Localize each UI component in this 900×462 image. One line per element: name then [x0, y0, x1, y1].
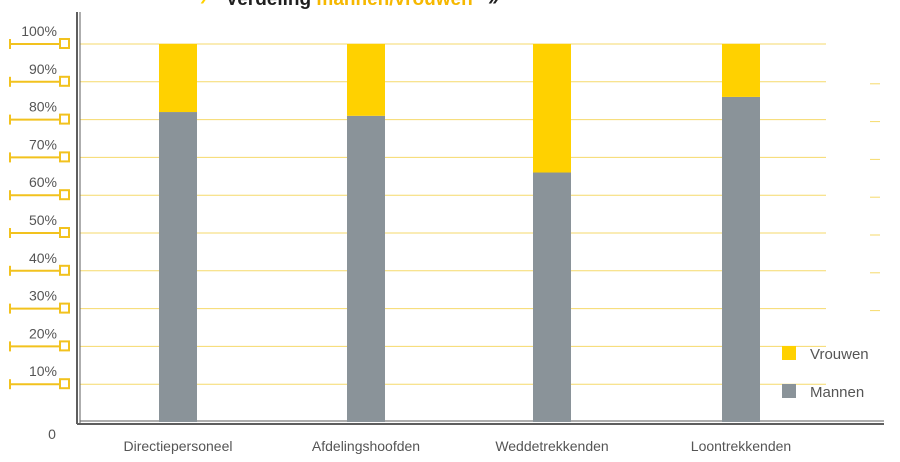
legend-label: Mannen	[810, 384, 864, 401]
bar-vrouwen	[722, 44, 760, 97]
y-tick-label: 20%	[29, 325, 57, 341]
y-tick-label: 70%	[29, 136, 57, 152]
y-tick-square	[59, 113, 70, 125]
bars	[159, 44, 760, 423]
bar-mannen	[722, 96, 760, 423]
y-tick-square	[59, 38, 70, 49]
y-tick-label: 80%	[29, 99, 57, 115]
y-tick-square	[59, 75, 70, 87]
title-highlight: mannen/vrouwen	[316, 0, 472, 10]
x-tick-label: Loontrekkenden	[691, 438, 791, 454]
y-tick-label: 10%	[29, 363, 57, 379]
y-tick-label: 100%	[21, 23, 57, 39]
bar-mannen	[347, 115, 385, 422]
y-tick-square	[59, 340, 70, 352]
y-tick-label: 50%	[29, 212, 57, 228]
y-tick-label: 0	[48, 426, 56, 442]
bar-vrouwen	[347, 44, 385, 116]
axes	[9, 12, 884, 425]
y-tick-label: 90%	[29, 61, 57, 77]
svg-text:› Verdeling m: › Verdeling mannen/vrouwen »	[200, 0, 499, 10]
legend-swatch	[782, 384, 796, 398]
bar-mannen	[533, 172, 571, 422]
bar-vrouwen	[533, 44, 571, 173]
y-tick-label: 30%	[29, 288, 57, 304]
y-tick-label: 60%	[29, 174, 57, 190]
labels: 0 10% 20% 30% 40% 50% 60% 70% 80% 90% 100% Directie…	[21, 23, 791, 454]
y-tick-square	[59, 151, 70, 163]
legend: Vrouwen Mannen	[782, 346, 869, 401]
gridlines	[80, 43, 880, 385]
y-tick-label: 40%	[29, 250, 57, 266]
y-tick-square	[59, 302, 70, 314]
y-tick-square	[59, 378, 70, 390]
legend-swatch	[782, 346, 796, 360]
x-tick-label: Weddetrekkenden	[495, 438, 608, 454]
bar-mannen	[159, 112, 197, 422]
title-arrow-icon: ›	[200, 0, 206, 10]
y-tick-square	[59, 227, 70, 238]
x-tick-label: Directiepersoneel	[124, 438, 233, 454]
title-prefix: Verdeling	[226, 0, 317, 10]
title-suffix: »	[488, 0, 499, 10]
legend-label: Vrouwen	[810, 346, 869, 363]
x-tick-label: Afdelingshoofden	[312, 438, 420, 454]
bar-vrouwen	[159, 44, 197, 113]
y-tick-square	[59, 264, 70, 276]
chart-title: › Verdeling mannen/vrouwen »	[200, 0, 499, 10]
y-tick-square	[59, 189, 70, 201]
